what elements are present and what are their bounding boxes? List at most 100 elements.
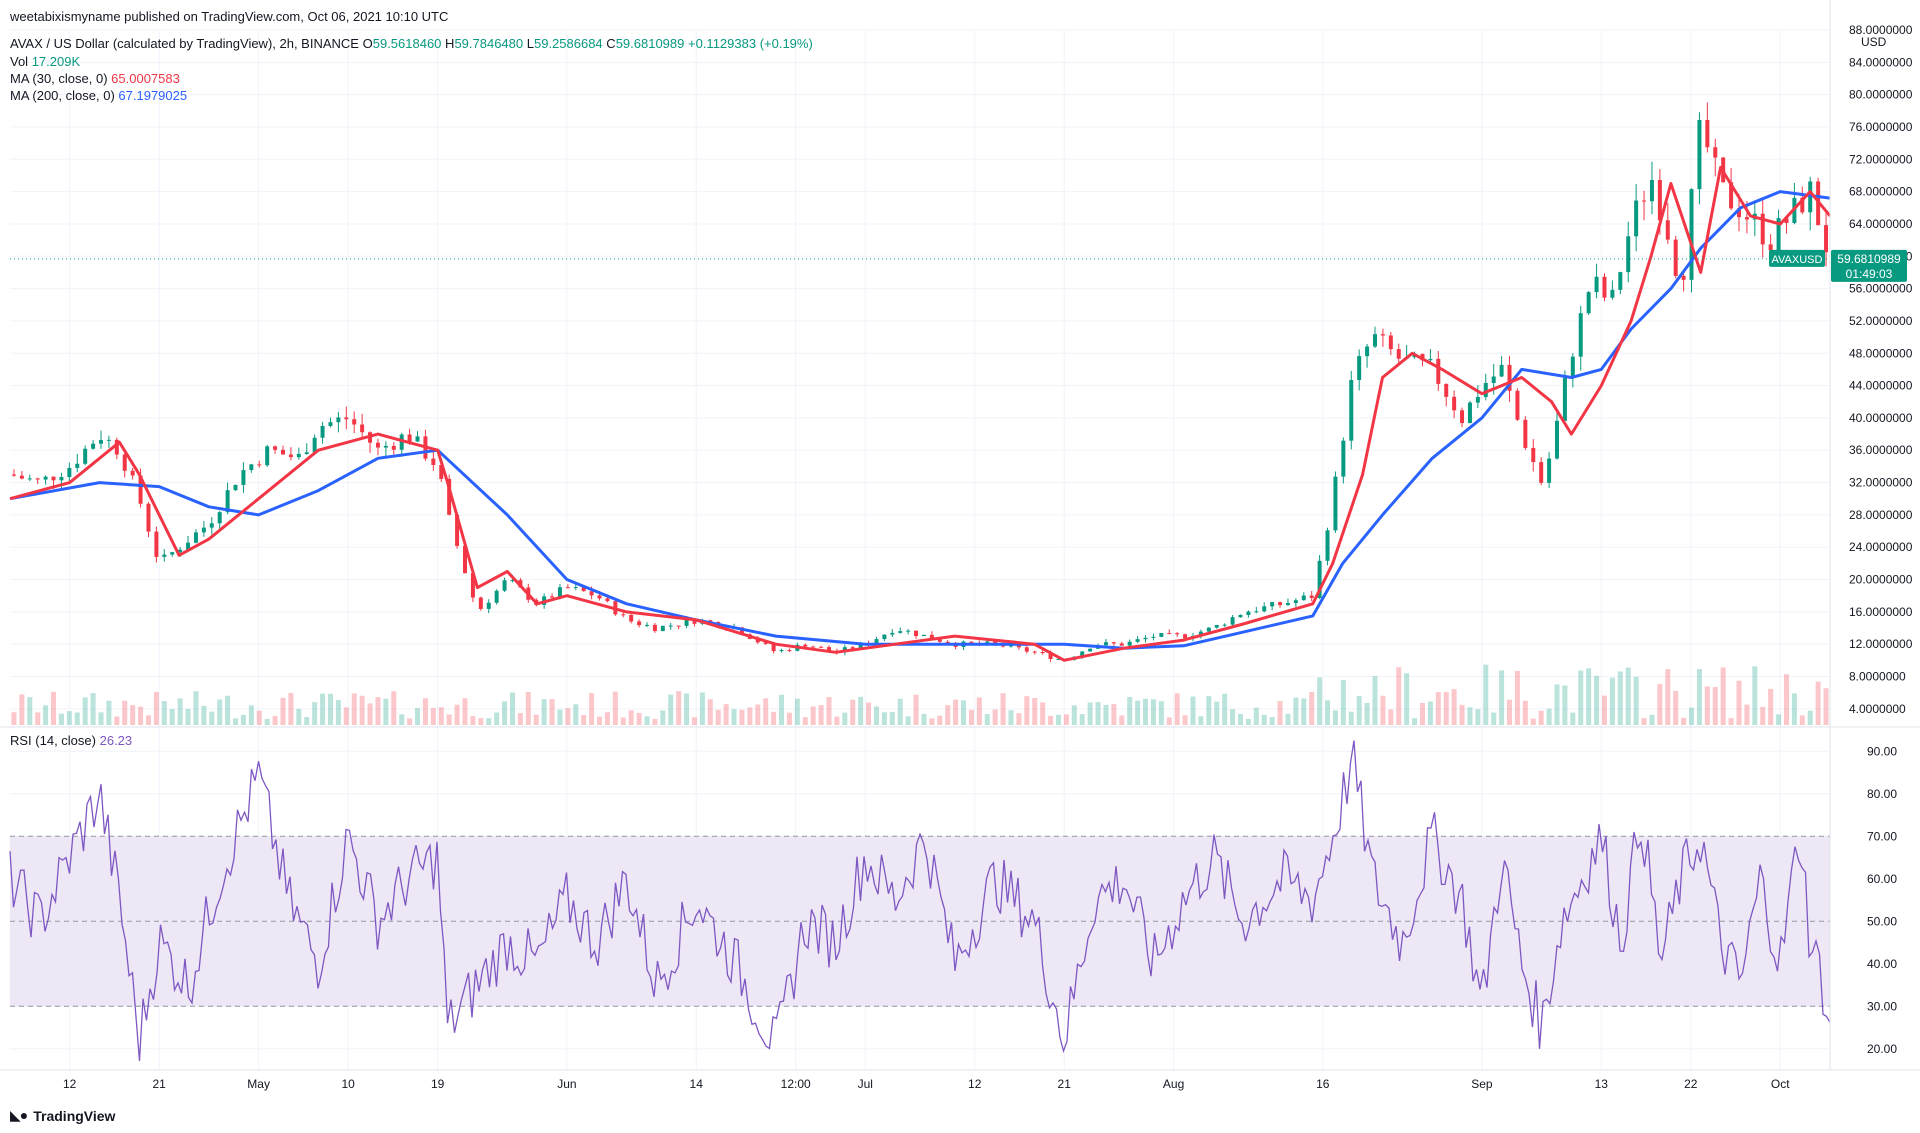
volume-bar xyxy=(873,706,879,725)
volume-bar xyxy=(225,695,231,725)
candle-body xyxy=(1048,652,1053,659)
candle-body xyxy=(328,422,333,426)
candle-body xyxy=(1784,218,1789,223)
volume-bar xyxy=(1348,711,1354,725)
volume-bar xyxy=(1150,699,1156,725)
volume-bar xyxy=(1617,671,1623,725)
volume-bar xyxy=(1016,713,1022,725)
change-value: +0.1129383 (+0.19%) xyxy=(688,36,813,51)
volume-bar xyxy=(248,705,254,725)
ma200-legend[interactable]: MA (200, close, 0) 67.1979025 xyxy=(10,88,187,104)
time-tick-label: Aug xyxy=(1163,1077,1184,1091)
volume-bar xyxy=(1546,708,1552,725)
volume-bar xyxy=(1443,691,1449,725)
time-tick-label: Sep xyxy=(1471,1077,1493,1091)
volume-bar xyxy=(1230,709,1236,725)
candle-body xyxy=(1420,353,1425,361)
volume-bar xyxy=(644,716,650,725)
volume-bar xyxy=(161,701,167,725)
candle-body xyxy=(1056,658,1061,660)
candle-body xyxy=(35,478,40,480)
volume-bar xyxy=(1135,700,1141,725)
ma30-line xyxy=(9,165,1832,662)
ma30-legend[interactable]: MA (30, close, 0) 65.0007583 xyxy=(10,71,180,87)
volume-bar xyxy=(1253,707,1259,725)
candle-body xyxy=(1040,652,1045,654)
candle-body xyxy=(1357,356,1362,381)
volume-legend[interactable]: Vol 17.209K xyxy=(10,54,80,70)
volume-bar xyxy=(517,713,523,725)
candle-body xyxy=(447,478,452,515)
volume-bar xyxy=(937,715,943,725)
candle-body xyxy=(637,621,642,626)
price-tick-label: 16.0000000 xyxy=(1849,605,1913,619)
rsi-line xyxy=(9,740,1831,1062)
volume-bar xyxy=(1689,707,1695,725)
candle-body xyxy=(1262,606,1267,612)
volume-bar xyxy=(636,712,642,725)
volume-bar xyxy=(130,705,136,725)
candle-body xyxy=(19,475,24,479)
volume-bar xyxy=(185,708,191,725)
candle-body xyxy=(1111,642,1116,644)
candle-body xyxy=(1657,179,1662,221)
price-tick-label: 64.0000000 xyxy=(1849,217,1913,231)
volume-bar xyxy=(1435,692,1441,725)
candle-body xyxy=(811,646,816,648)
volume-bar xyxy=(1799,715,1805,725)
volume-bar xyxy=(1657,684,1663,725)
candle-body xyxy=(225,490,230,513)
volume-bar xyxy=(1356,695,1362,725)
candle-body xyxy=(249,464,254,471)
candle-body xyxy=(336,417,341,423)
publish-line: weetabixismyname published on TradingVie… xyxy=(10,9,449,24)
candle-body xyxy=(1602,276,1607,298)
candle-body xyxy=(550,596,555,598)
price-tag-countdown: 01:49:03 xyxy=(1846,267,1893,281)
candle-body xyxy=(850,647,855,649)
volume-bar xyxy=(122,700,128,725)
candle-body xyxy=(352,419,357,425)
candle-body xyxy=(605,598,610,602)
candle-body xyxy=(1626,236,1631,273)
volume-bar xyxy=(881,712,887,725)
tradingview-logo[interactable]: ◣● TradingView xyxy=(10,1107,115,1124)
time-axis[interactable]: 12 21 May 10 19 Jun 14 12:00 Jul 12 21 Aug 16 Sep 13 22… xyxy=(63,1077,1790,1091)
volume-bar xyxy=(1776,714,1782,725)
volume-bar xyxy=(240,714,246,725)
price-tick-label: 52.0000000 xyxy=(1849,314,1913,328)
rsi-legend[interactable]: RSI (14, close) 26.23 xyxy=(10,733,132,749)
candle-body xyxy=(1578,313,1583,357)
candle-body xyxy=(1594,276,1599,293)
time-tick-label: 16 xyxy=(1316,1077,1330,1091)
price-tick-label: 72.0000000 xyxy=(1849,152,1913,166)
volume-bar xyxy=(264,718,270,725)
volume-bar xyxy=(138,706,144,725)
candle-body xyxy=(1744,217,1749,220)
candle-body xyxy=(1349,380,1354,441)
volume-bar xyxy=(604,712,610,725)
candle-body xyxy=(375,442,380,448)
candle-body xyxy=(1634,200,1639,237)
candle-body xyxy=(993,641,998,644)
price-tick-label: 32.0000000 xyxy=(1849,476,1913,490)
volume-bar xyxy=(343,707,349,725)
volume-bar xyxy=(1451,689,1457,725)
volume-bar xyxy=(858,696,864,725)
price-tick-label: 12.0000000 xyxy=(1849,637,1913,651)
candle-body xyxy=(1776,218,1781,251)
volume-bar xyxy=(1815,681,1821,725)
candle-body xyxy=(1230,617,1235,625)
candle-body xyxy=(281,449,285,455)
volume-bar xyxy=(470,716,476,725)
volume-bar xyxy=(153,691,159,725)
candle-body xyxy=(1649,179,1654,202)
candle-body xyxy=(502,580,507,591)
symbol-legend[interactable]: AVAX / US Dollar (calculated by TradingV… xyxy=(10,36,813,52)
candle-body xyxy=(1737,208,1741,218)
volume-bar xyxy=(272,715,278,725)
volume-bar xyxy=(968,709,974,725)
ma200-label: MA (200, close, 0) xyxy=(10,88,115,103)
candle-body xyxy=(1555,420,1559,459)
